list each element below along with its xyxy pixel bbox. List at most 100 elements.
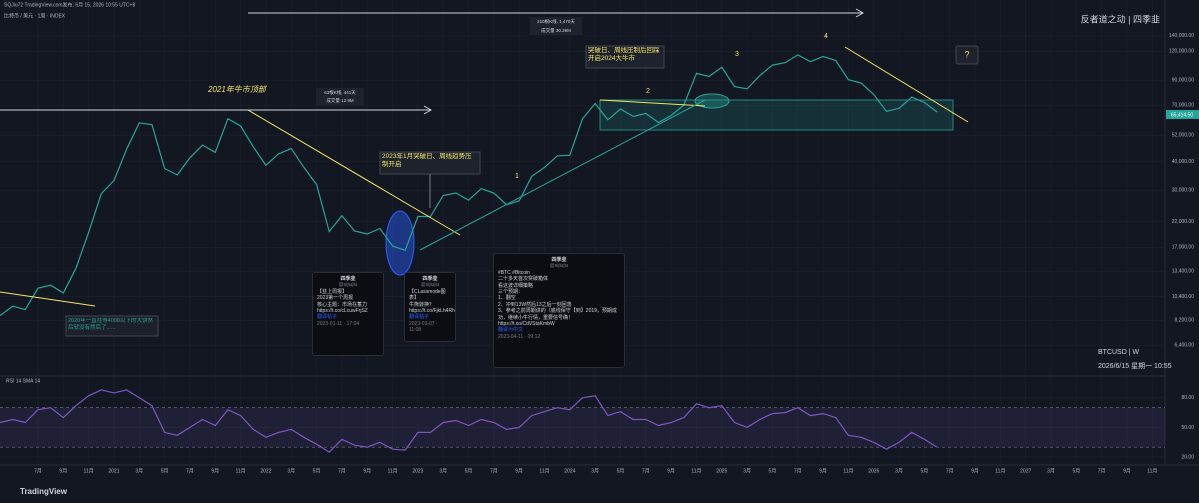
x-tick-label: 11月 [539,468,549,474]
callout: 2023年1月突破日、周线趋势压制开启 [382,153,472,168]
x-tick-label: 5月 [921,468,929,474]
translate-link[interactable]: 翻译为中文 [498,327,524,334]
x-tick-label: 11月 [84,468,94,474]
x-tick-label: 2022 [260,468,271,474]
timestamp: 2026/6/15 星期一 10:55 [1098,362,1172,370]
y-tick-label: 8,200.00 [1175,318,1195,324]
tweet-line: 3、参考之前周期讲的（底线保守【到】2019，预期成功，继续小牛行情，重要信号确… [498,308,617,321]
translate-link[interactable]: 翻译帖子 [409,314,430,321]
x-tick-label: 11月 [1147,468,1157,474]
trend-line [419,99,706,251]
x-tick-label: 2023 [412,468,423,474]
x-tick-label: 3月 [1047,468,1055,474]
tweet-line: 看这波详细策略 [498,282,534,289]
label-box [316,88,364,106]
tweet-card[interactable]: 四季韭 @sijiujiu #BTC #Bitcoin 二十多天首次突破箱体 看这波详细… [493,253,625,368]
tweet-handle: @sijiujiu [338,282,358,289]
x-tick-label: 9月 [1123,468,1131,474]
grid [0,0,1165,462]
callout-text: 2020年一直在等4000以下的大饼然后就没有然后了...... [68,318,153,331]
x-tick-label: 7月 [186,468,194,474]
series-line [0,54,938,317]
x-tick-label: 9月 [819,468,827,474]
tweet-handle: @sijiujiu [549,263,569,270]
callout-box [585,45,665,69]
tweet-time: 2023-01-11 · 17:04 [317,320,360,327]
y-tick-label: 50.00 [1181,425,1194,431]
x-tick-label: 2024 [564,468,575,474]
tweet-line: 1、翻空 [498,295,516,302]
annotation: 63根K线, 441天 [324,89,356,96]
annotation: 成交量 30.39M [541,27,571,34]
x-tick-label: 2025 [716,468,727,474]
tweet-line: 核心主题：市场在蓄力 [317,301,368,308]
tweet-line: 【CLassmode图表】 [409,288,446,302]
tweet-line: 【韭上周报】 [317,288,348,295]
x-tick-label: 5月 [465,468,473,474]
annotation: 210根K线, 1,470天 [537,18,575,25]
translate-link[interactable]: 翻译帖子 [317,314,338,321]
plot [0,54,1165,453]
wave-label: ? [964,49,969,59]
tweet-line: https://t.co/FjkLh4RhfA [409,308,456,315]
y-tick-label: 6,400.00 [1175,343,1195,349]
annotation: 成交量 12.9M [326,97,354,104]
x-tick-label: 5月 [769,468,777,474]
y-tick-label: 140,000.00 [1169,33,1194,39]
brand: 反者道之动 | 四季韭 [1081,13,1160,24]
callout-text: 突破日、周线压制后回踩开启2024大牛市 [588,47,660,62]
x-tick-label: 3月 [743,468,751,474]
x-tick-label: 7月 [794,468,802,474]
symbol: 比特币 / 美元 · 1周 · INDEX [4,12,66,19]
wave-label: 4 [824,33,828,40]
wave-label: 3 [735,51,739,58]
y-tick-label: 13,400.00 [1172,268,1194,274]
x-tick-label: 2027 [1020,468,1031,474]
y-tick-label: 70,000.00 [1172,103,1194,109]
ticker: BTCUSD | W [1098,349,1139,356]
y-tick-label: 10,400.00 [1172,294,1194,300]
tweet-line: 2023第一个周报 [317,295,354,302]
y-tick-label: 20.00 [1181,454,1194,460]
x-tick-label: 5月 [617,468,625,474]
x-tick-label: 9月 [667,468,675,474]
callout: 2020年一直在等4000以下的大饼然后就没有然后了...... [68,318,153,331]
tweet-line: https://t.co/cLcuwFrjSZ [317,308,368,315]
tweet-time: 2023-03-07 · 11:08 [409,320,438,334]
trend-line [247,109,461,236]
series-line [0,389,938,453]
tweet-author: 四季韭 [551,257,567,263]
x-tick-label: 5月 [1072,468,1080,474]
tweet-line: 三个预期： [498,289,524,296]
x-tick-label: 11月 [235,468,245,474]
x-tick-label: 5月 [161,468,169,474]
arrow-head [423,105,433,115]
tweet-author: 四季韭 [340,276,356,282]
x-tick-label: 3月 [135,468,143,474]
y-tick-label: 120,000.00 [1169,49,1194,55]
tweet-card[interactable]: 四季韭 @sijiujiu 【CLassmode图表】 牛熊转换？ https://t.… [404,272,456,342]
callout-box [65,315,159,337]
x-tick-label: 7月 [34,468,42,474]
y-tick-label: 22,000.00 [1172,219,1194,225]
trend-line [0,291,96,307]
x-tick-label: 3月 [591,468,599,474]
callout: 突破日、周线压制后回踩开启2024大牛市 [588,47,660,62]
x-tick-label: 9月 [59,468,67,474]
y-tick-label: 30,000.00 [1172,188,1194,194]
x-tick-label: 11月 [843,468,853,474]
y-tick-label: 52,000.00 [1172,133,1194,139]
price-tag [1166,110,1199,119]
trend-line [599,99,706,107]
x-tick-label: 5月 [313,468,321,474]
x-tick-label: 11月 [691,468,701,474]
x-tick-label: 7月 [490,468,498,474]
x-tick-label: 11月 [995,468,1005,474]
y-tick-label: 17,000.00 [1172,245,1194,251]
tweet-card[interactable]: 四季韭 @sijiujiu 【韭上周报】 2023第一个周报 核心主题：市场在蓄力 htt… [312,272,384,356]
trend-line [844,46,969,123]
tweet-line: 牛熊转换？ [409,301,435,308]
callout-box [955,45,979,65]
